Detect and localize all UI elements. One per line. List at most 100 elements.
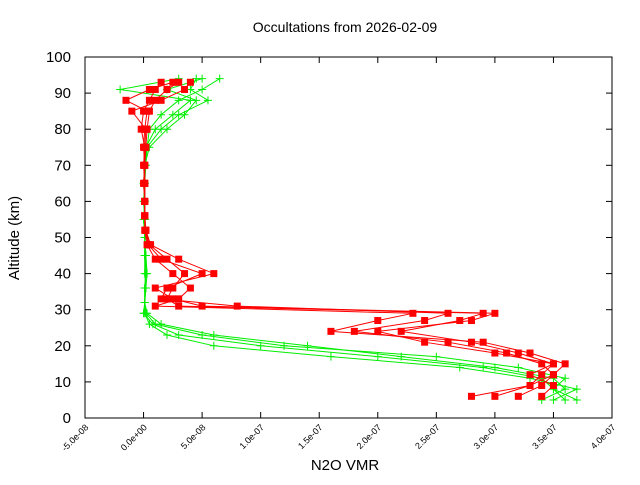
red-square-point — [327, 327, 335, 335]
y-tick-label: 80 — [54, 121, 71, 138]
red-square-point — [526, 349, 534, 357]
red-square-point — [514, 392, 522, 400]
green-series-line — [120, 78, 566, 401]
red-square-point — [526, 371, 534, 379]
red-square-point — [142, 226, 150, 234]
red-square-point — [549, 360, 557, 368]
red-square-point — [444, 309, 452, 317]
y-tick-label: 60 — [54, 193, 71, 210]
green-series-line — [143, 78, 579, 401]
red-square-point — [175, 78, 183, 86]
green-plus-point — [157, 110, 166, 119]
green-plus-point — [303, 341, 312, 350]
red-series-line — [144, 81, 555, 397]
green-plus-point — [116, 85, 125, 94]
red-square-point — [157, 78, 165, 86]
green-plus-point — [479, 363, 488, 372]
red-square-point — [479, 338, 487, 346]
green-plus-point — [561, 374, 570, 383]
red-square-point — [175, 255, 183, 263]
chart-title: Occultations from 2026-02-09 — [253, 19, 438, 35]
red-square-point — [163, 295, 171, 303]
green-plus-point — [549, 395, 558, 404]
y-tick-label: 50 — [54, 230, 71, 247]
red-square-point — [175, 295, 183, 303]
red-square-point — [538, 382, 546, 390]
green-plus-point — [145, 320, 154, 329]
x-tick-label: 1.5e-07 — [296, 422, 325, 451]
red-square-point — [186, 284, 194, 292]
red-square-point — [141, 197, 149, 205]
green-plus-point — [198, 85, 207, 94]
green-plus-point — [140, 284, 149, 293]
red-square-point — [181, 85, 189, 93]
green-plus-point — [157, 125, 166, 134]
red-square-point — [163, 255, 171, 263]
green-plus-point — [256, 341, 265, 350]
red-square-point — [421, 338, 429, 346]
green-plus-point — [490, 363, 499, 372]
x-tick-label: 2.0e-07 — [355, 422, 384, 451]
red-square-point — [374, 317, 382, 325]
red-profile-2 — [128, 78, 569, 400]
red-square-point — [151, 96, 159, 104]
red-square-point — [141, 179, 149, 187]
red-square-point — [151, 284, 159, 292]
red-square-point — [157, 295, 165, 303]
red-square-point — [503, 349, 511, 357]
y-axis-label: Altitude (km) — [6, 196, 23, 280]
red-square-point — [491, 349, 499, 357]
red-square-point — [186, 78, 194, 86]
red-square-point — [421, 317, 429, 325]
red-square-point — [549, 382, 557, 390]
x-axis-label: N2O VMR — [311, 457, 380, 474]
red-square-point — [491, 309, 499, 317]
red-square-point — [169, 295, 177, 303]
y-tick-label: 100 — [46, 49, 71, 66]
green-plus-point — [174, 110, 183, 119]
x-tick-label: 1.0e-07 — [237, 422, 266, 451]
green-plus-point — [432, 352, 441, 361]
red-square-point — [169, 284, 177, 292]
y-tick-label: 30 — [54, 302, 71, 319]
green-plus-point — [192, 96, 201, 105]
green-plus-point — [141, 251, 150, 260]
red-square-point — [374, 327, 382, 335]
red-square-point — [467, 317, 475, 325]
x-tick-label: 5.0e-08 — [179, 422, 208, 451]
green-plus-point — [572, 385, 581, 394]
red-square-point — [137, 125, 145, 133]
red-square-point — [491, 392, 499, 400]
red-square-point — [549, 371, 557, 379]
red-square-point — [198, 302, 206, 310]
green-plus-point — [143, 309, 152, 318]
red-series-line — [140, 81, 555, 397]
green-plus-point — [203, 96, 212, 105]
x-tick-label: 3.0e-07 — [472, 422, 501, 451]
green-plus-point — [397, 352, 406, 361]
red-square-point — [122, 96, 130, 104]
red-square-point — [141, 125, 149, 133]
y-tick-label: 70 — [54, 157, 71, 174]
green-plus-point — [140, 298, 149, 307]
red-square-point — [141, 212, 149, 220]
red-square-point — [157, 96, 165, 104]
green-plus-point — [572, 395, 581, 404]
red-square-point — [467, 392, 475, 400]
red-square-point — [538, 360, 546, 368]
red-square-point — [140, 143, 148, 151]
green-plus-point — [162, 330, 171, 339]
red-square-point — [175, 302, 183, 310]
red-square-point — [561, 360, 569, 368]
red-square-point — [444, 338, 452, 346]
red-square-point — [151, 255, 159, 263]
red-square-point — [409, 309, 417, 317]
red-square-point — [151, 302, 159, 310]
red-square-point — [350, 327, 358, 335]
red-square-point — [163, 85, 171, 93]
red-square-point — [233, 302, 241, 310]
x-tick-label: 2.5e-07 — [413, 422, 442, 451]
green-plus-point — [209, 330, 218, 339]
green-plus-point — [326, 352, 335, 361]
red-square-point — [181, 270, 189, 278]
